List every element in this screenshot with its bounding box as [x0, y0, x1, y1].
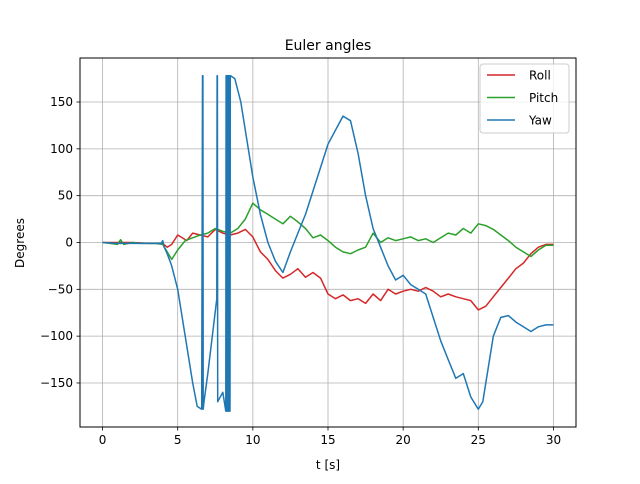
x-tick-label: 5 — [174, 433, 182, 447]
axis-ticks: 0 5 10 15 20 25 30 −150 −100 −50 0 50 100 150 — [40, 95, 561, 447]
y-tick-label: −150 — [40, 376, 73, 390]
y-tick-label: 150 — [50, 95, 73, 109]
legend: Roll Pitch Yaw — [479, 63, 570, 134]
legend-label-roll: Roll — [529, 69, 551, 83]
legend-box — [479, 63, 570, 134]
x-tick-label: 20 — [396, 433, 411, 447]
x-axis-label: t [s] — [316, 458, 340, 472]
x-tick-label: 30 — [546, 433, 561, 447]
chart-title: Euler angles — [285, 38, 372, 54]
x-tick-label: 25 — [471, 433, 486, 447]
series-lines — [102, 75, 554, 412]
legend-label-yaw: Yaw — [528, 114, 552, 128]
y-tick-label: −100 — [40, 329, 73, 343]
legend-label-pitch: Pitch — [529, 91, 558, 105]
y-tick-label: 50 — [58, 189, 73, 203]
y-axis-label: Degrees — [13, 218, 27, 268]
y-tick-label: −50 — [48, 282, 73, 296]
y-tick-label: 0 — [65, 236, 73, 250]
y-tick-label: 100 — [50, 142, 73, 156]
series-line-yaw — [102, 75, 554, 412]
x-tick-label: 15 — [320, 433, 335, 447]
x-tick-label: 10 — [245, 433, 260, 447]
x-tick-label: 0 — [99, 433, 107, 447]
series-line-roll — [102, 228, 554, 311]
